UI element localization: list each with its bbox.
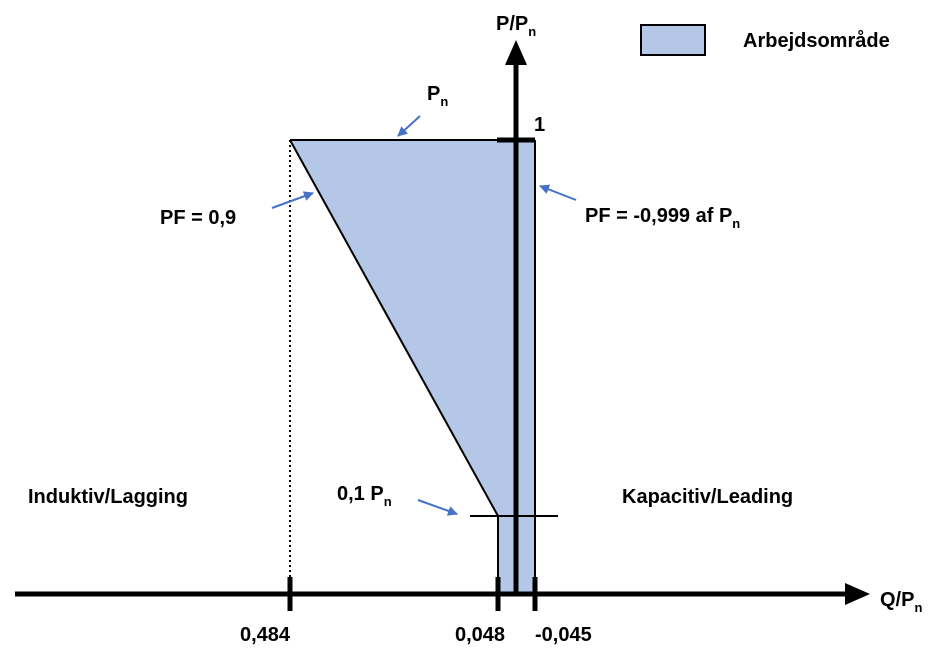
annotation-pn-arrow: [397, 115, 421, 137]
annotation-pf-lagging-arrow: [271, 191, 314, 209]
annotation-min-power-arrow: [417, 499, 458, 516]
annotation-min-power: 0,1 Pn: [337, 483, 392, 509]
pf-lagging-boundary: [289, 139, 499, 517]
annotation-pf-leading-arrow: [539, 184, 577, 201]
x-axis-arrowhead: [845, 583, 870, 605]
annotation-pf-leading: PF = -0,999 af Pn: [585, 205, 740, 231]
x-tick-label-minus0045: -0,045: [535, 624, 592, 646]
legend-swatch: [640, 24, 706, 56]
annotation-pf-lagging: PF = 0,9: [160, 207, 236, 229]
region-inductive-label: Induktiv/Lagging: [28, 486, 188, 508]
y-tick-label: 1: [534, 114, 545, 136]
x-axis-label: Q/Pn: [880, 589, 922, 615]
annotation-pn: Pn: [427, 83, 448, 109]
x-tick-label-0048: 0,048: [455, 624, 505, 646]
region-capacitive-label: Kapacitiv/Leading: [622, 486, 793, 508]
y-axis-arrowhead: [505, 40, 527, 65]
legend-label: Arbejdsområde: [743, 29, 890, 52]
operating-region: [290, 140, 535, 594]
y-axis-label: P/Pn: [496, 13, 536, 39]
x-tick-label-0484: 0,484: [240, 624, 291, 646]
